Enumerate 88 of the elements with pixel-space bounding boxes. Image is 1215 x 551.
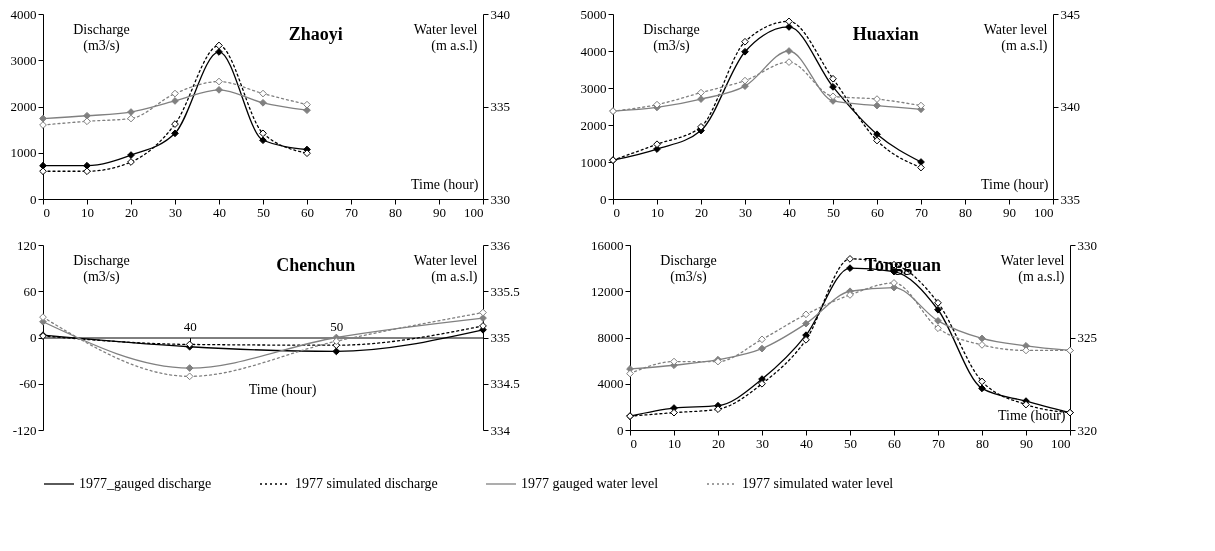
x-tick-label: 0 xyxy=(630,435,637,451)
x-tick-label: 60 xyxy=(888,435,901,451)
y2-tick-label: 330 xyxy=(1077,237,1097,253)
y2-axis-title: Water level (m a.s.l) xyxy=(413,252,478,285)
y-tick-label: 0 xyxy=(617,422,624,438)
x-tick-label: 70 xyxy=(345,204,358,220)
x-tick-label: 20 xyxy=(712,435,725,451)
y2-tick-label: 340 xyxy=(490,6,510,22)
y2-tick-label: 335.5 xyxy=(490,283,520,299)
x-tick-label: 50 xyxy=(330,319,344,334)
x-tick-label: 80 xyxy=(959,204,972,220)
y-axis-title: Discharge (m3/s) xyxy=(73,252,130,285)
y2-axis-title: Water level (m a.s.l) xyxy=(413,21,478,54)
y-tick-label: 3000 xyxy=(580,80,607,96)
x-tick-label: 80 xyxy=(389,204,402,220)
x-tick-label: 70 xyxy=(932,435,945,451)
x-tick-label: 40 xyxy=(213,204,226,220)
x-tick-label: 90 xyxy=(1003,204,1016,220)
legend-label: 1977 simulated discharge xyxy=(295,476,438,491)
x-tick-label: 10 xyxy=(81,204,94,220)
x-tick-label: 90 xyxy=(433,204,446,220)
y-tick-label: 2000 xyxy=(10,99,37,114)
y-tick-label: 4000 xyxy=(597,376,624,392)
y-tick-label: 4000 xyxy=(10,6,37,22)
x-tick-label: 30 xyxy=(739,204,752,220)
y2-tick-label: 335 xyxy=(1060,191,1080,207)
y-tick-label: 5000 xyxy=(580,6,607,22)
y2-axis-title: Water level (m a.s.l) xyxy=(983,21,1048,54)
x-tick-label: 100 xyxy=(1051,435,1071,451)
y-tick-label: 0 xyxy=(30,330,37,345)
y-tick-label: -60 xyxy=(19,376,37,392)
y-tick-label: 0 xyxy=(30,191,37,207)
x-axis-title: Time (hour) xyxy=(410,176,479,193)
x-tick-label: 10 xyxy=(651,204,664,220)
legend-label: 1977_gauged discharge xyxy=(79,476,212,491)
y-axis-title: Discharge (m3/s) xyxy=(643,21,700,54)
x-axis-title: Time (hour) xyxy=(248,382,317,399)
y2-tick-label: 336 xyxy=(490,237,511,253)
x-tick-label: 20 xyxy=(125,204,138,220)
y-tick-label: 1000 xyxy=(580,154,607,170)
x-tick-label: 10 xyxy=(668,435,681,451)
x-tick-label: 0 xyxy=(43,204,50,220)
y-tick-label: 60 xyxy=(23,283,37,299)
y2-tick-label: 334.5 xyxy=(490,376,520,392)
y-axis-title: Discharge (m3/s) xyxy=(660,252,717,285)
x-tick-label: 50 xyxy=(827,204,840,220)
y-tick-label: 0 xyxy=(600,191,607,207)
x-tick-label: 30 xyxy=(169,204,182,220)
y-tick-label: 2000 xyxy=(580,117,607,133)
y-tick-label: 3000 xyxy=(10,52,37,68)
text: Chenchun xyxy=(276,255,356,275)
y2-tick-label: 335 xyxy=(490,330,510,345)
y2-tick-label: 334 xyxy=(490,422,511,438)
x-tick-label: 100 xyxy=(464,204,484,220)
x-tick-label: 50 xyxy=(844,435,857,451)
y2-tick-label: 330 xyxy=(490,191,510,207)
x-tick-label: 90 xyxy=(1020,435,1033,451)
x-tick-label: 30 xyxy=(756,435,769,451)
y2-tick-label: 345 xyxy=(1060,6,1080,22)
y2-tick-label: 325 xyxy=(1077,330,1097,345)
x-tick-label: 40 xyxy=(800,435,813,451)
x-tick-label: 60 xyxy=(871,204,884,220)
legend-label: 1977 simulated water level xyxy=(742,476,894,491)
y-tick-label: 12000 xyxy=(591,283,624,299)
y2-tick-label: 340 xyxy=(1060,99,1080,114)
y-axis-title: Discharge (m3/s) xyxy=(73,21,130,54)
y-tick-label: 1000 xyxy=(10,145,37,161)
y2-tick-label: 335 xyxy=(490,99,510,114)
x-tick-label: 100 xyxy=(1034,204,1054,220)
x-axis-title: Time (hour) xyxy=(997,407,1066,424)
y-tick-label: 16000 xyxy=(591,237,624,253)
y2-axis-title: Water level (m a.s.l) xyxy=(1000,252,1065,285)
y-tick-label: 4000 xyxy=(580,43,607,59)
y2-tick-label: 320 xyxy=(1077,422,1097,438)
y-tick-label: 8000 xyxy=(597,330,624,345)
text: Huaxian xyxy=(852,24,919,44)
text: Zhaoyi xyxy=(288,24,343,44)
x-axis-title: Time (hour) xyxy=(980,176,1049,193)
legend-label: 1977 gauged water level xyxy=(521,476,659,491)
y-tick-label: -120 xyxy=(12,422,37,438)
x-tick-label: 40 xyxy=(783,204,796,220)
y-tick-label: 120 xyxy=(17,237,37,253)
x-tick-label: 50 xyxy=(257,204,270,220)
x-tick-label: 40 xyxy=(183,319,197,334)
x-tick-label: 80 xyxy=(976,435,989,451)
x-tick-label: 70 xyxy=(915,204,928,220)
x-tick-label: 20 xyxy=(695,204,708,220)
x-tick-label: 60 xyxy=(301,204,314,220)
